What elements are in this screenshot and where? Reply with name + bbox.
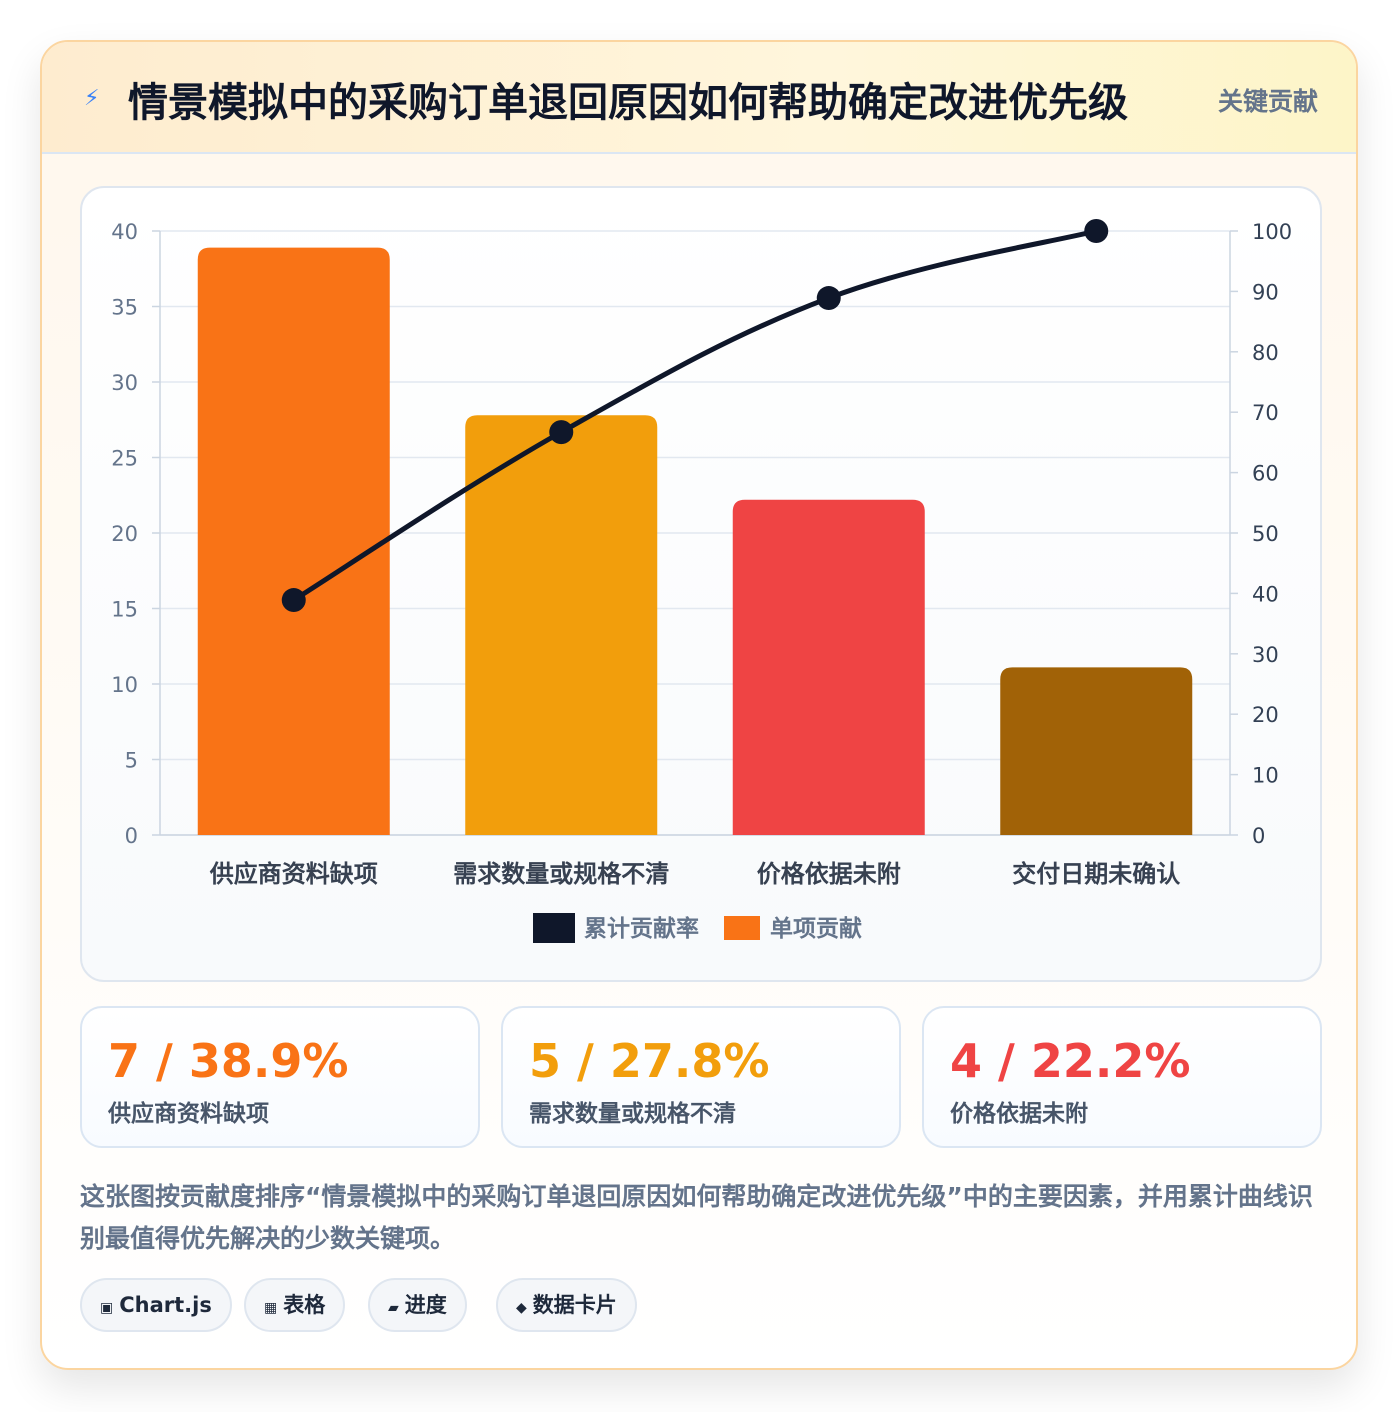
y-tick-label: 10	[111, 673, 138, 697]
y-tick-label: 15	[111, 598, 138, 622]
y2-tick-label: 0	[1252, 824, 1265, 848]
y-tick-label: 5	[125, 749, 138, 773]
tag-label: 表格	[283, 1293, 326, 1317]
bar	[732, 499, 925, 835]
y-tick-label: 0	[125, 824, 138, 848]
chart-panel: 0 5 10 15 20 25 30 35 40 0 10 20 30 40 50 60 70 80 90 100 供应…	[80, 186, 1322, 982]
y2-tick-label: 60	[1252, 462, 1279, 486]
stat-label: 供应商资料缺项	[108, 1101, 269, 1127]
card-header: ⚡ 情景模拟中的采购订单退回原因如何帮助确定改进优先级 关键贡献	[42, 42, 1356, 154]
cumulative-point	[1084, 219, 1109, 243]
tag-progress[interactable]: ▰ 进度	[368, 1278, 467, 1332]
cumulative-point	[281, 588, 306, 613]
tag-data-cards[interactable]: ◆ 数据卡片	[496, 1278, 637, 1332]
cumulative-point	[816, 286, 841, 311]
x-tick-label: 需求数量或规格不清	[453, 860, 669, 888]
chart-icon: ▣	[100, 1300, 114, 1316]
table-icon: ▦	[264, 1300, 278, 1316]
y-tick-label: 35	[111, 296, 138, 320]
report-card: ⚡ 情景模拟中的采购订单退回原因如何帮助确定改进优先级 关键贡献 0 5 10 15 2…	[40, 40, 1358, 1370]
stat-value: 4 / 22.2%	[950, 1034, 1191, 1088]
stat-label: 需求数量或规格不清	[529, 1101, 736, 1127]
stat-value: 7 / 38.9%	[108, 1034, 349, 1088]
stat-label: 价格依据未附	[950, 1101, 1088, 1127]
stat-card-1: 7 / 38.9% 供应商资料缺项	[80, 1006, 480, 1148]
pareto-chart: 0 5 10 15 20 25 30 35 40 0 10 20 30 40 50 60 70 80 90 100 供应…	[111, 219, 1292, 943]
y2-tick-label: 70	[1252, 401, 1279, 425]
tag-label: 数据卡片	[532, 1293, 617, 1317]
cumulative-line	[291, 228, 1099, 603]
tag-table[interactable]: ▦ 表格	[244, 1278, 346, 1332]
y-tick-label: 25	[111, 447, 138, 471]
tag-label: Chart.js	[119, 1293, 212, 1317]
legend-label: 单项贡献	[770, 916, 862, 942]
y2-tick-label: 30	[1252, 643, 1279, 667]
x-tick-label: 供应商资料缺项	[209, 860, 378, 888]
progress-icon: ▰	[388, 1300, 399, 1316]
diamond-icon: ◆	[516, 1300, 527, 1316]
bar	[1000, 667, 1193, 835]
y2-tick-label: 80	[1252, 341, 1279, 365]
y2-tick-label: 100	[1252, 220, 1292, 244]
bar	[197, 247, 390, 836]
y-tick-label: 30	[111, 371, 138, 395]
y2-tick-label: 50	[1252, 522, 1279, 546]
x-tick-label: 交付日期未确认	[1012, 860, 1180, 888]
y2-tick-label: 10	[1252, 764, 1279, 788]
page-title: 情景模拟中的采购订单退回原因如何帮助确定改进优先级	[128, 80, 1128, 126]
chart-description: 这张图按贡献度排序“情景模拟中的采购订单退回原因如何帮助确定改进优先级”中的主要…	[80, 1182, 1313, 1253]
y-tick-label: 40	[111, 220, 138, 244]
stat-card-3: 4 / 22.2% 价格依据未附	[922, 1006, 1322, 1148]
legend-label: 累计贡献率	[584, 915, 699, 942]
stat-value: 5 / 27.8%	[529, 1034, 770, 1088]
y2-tick-label: 20	[1252, 703, 1279, 727]
x-tick-label: 价格依据未附	[757, 860, 901, 888]
tag-chartjs[interactable]: ▣ Chart.js	[80, 1278, 232, 1332]
y-tick-label: 20	[111, 522, 138, 546]
legend-swatch	[724, 916, 760, 940]
legend-swatch	[533, 913, 575, 943]
tag-label: 进度	[404, 1293, 447, 1317]
stat-card-2: 5 / 27.8% 需求数量或规格不清	[501, 1006, 901, 1148]
bar	[465, 415, 658, 835]
lightning-icon: ⚡	[84, 86, 100, 111]
y2-tick-label: 90	[1252, 280, 1279, 304]
header-badge: 关键贡献	[1217, 87, 1318, 116]
y2-tick-label: 40	[1252, 582, 1279, 606]
cumulative-point	[549, 420, 574, 445]
stats-row: 7 / 38.9% 供应商资料缺项 5 / 27.8% 需求数量或规格不清 4 …	[80, 1006, 1322, 1148]
